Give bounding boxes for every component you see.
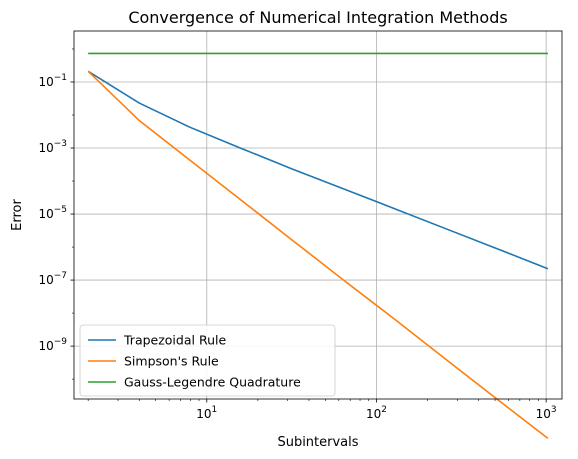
- legend-label-2: Gauss-Legendre Quadrature: [124, 375, 301, 390]
- series-line-1: [87, 70, 549, 440]
- y-tick-label-3: 10−3: [38, 139, 67, 155]
- series-layer: [87, 52, 549, 440]
- x-tick-label-1: 102: [366, 405, 387, 421]
- x-tick-label-0: 101: [196, 405, 217, 421]
- y-axis-label: Error: [10, 199, 25, 231]
- legend-box: [79, 324, 336, 397]
- x-axis-label: Subintervals: [277, 435, 358, 450]
- y-tick-label-1: 10−7: [38, 271, 67, 287]
- plot-frame: [73, 30, 563, 400]
- chart-title: Convergence of Numerical Integration Met…: [128, 8, 507, 27]
- y-tick-label-4: 10−1: [38, 73, 67, 89]
- legend: Trapezoidal Rule Simpson's Rule Gauss-Lege…: [79, 324, 336, 397]
- tick-layer: 101 102 103 10−9 10−7 10−5 10−3 10−1: [38, 48, 557, 421]
- y-tick-label-2: 10−5: [38, 205, 67, 221]
- series-line-0: [87, 70, 549, 270]
- legend-label-0: Trapezoidal Rule: [123, 333, 226, 348]
- x-tick-label-2: 103: [536, 405, 557, 421]
- legend-label-1: Simpson's Rule: [124, 354, 219, 369]
- y-tick-label-0: 10−9: [38, 337, 67, 353]
